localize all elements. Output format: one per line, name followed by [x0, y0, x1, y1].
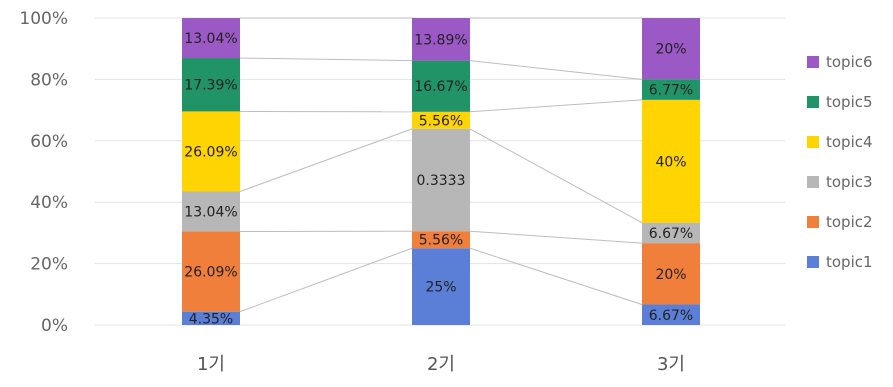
data-label-topic2: 5.56% — [419, 233, 463, 249]
y-tick-label: 100% — [19, 9, 68, 29]
bar-segment-topic5 — [412, 60, 470, 112]
bar-segment-topic2 — [412, 231, 470, 249]
legend-label-topic3: topic3 — [826, 173, 873, 191]
y-tick-label: 20% — [30, 255, 68, 275]
bar-segment-topic3 — [412, 128, 470, 232]
series-line-topic3 — [239, 128, 413, 192]
data-labels: 4.35% 26.09% 13.04% 26.09% 17.39% 13.04% 25% 5.… — [184, 31, 693, 327]
data-label-topic4: 26.09% — [184, 144, 237, 160]
data-label-topic5: 6.77% — [649, 83, 693, 99]
series-line-topic1 — [469, 247, 643, 306]
bar-segment-topic1 — [642, 304, 700, 325]
data-label-topic1: 6.67% — [649, 308, 693, 324]
bar-segment-topic4 — [182, 111, 240, 192]
legend-label-topic1: topic1 — [826, 253, 873, 271]
data-label-topic3: 0.3333 — [417, 173, 466, 189]
data-label-topic3: 6.67% — [649, 226, 693, 242]
bar-segment-topic3 — [642, 222, 700, 244]
series-line-topic2 — [469, 230, 643, 244]
series-line-topic5 — [469, 60, 643, 80]
legend-swatch-topic2 — [807, 216, 819, 228]
y-axis-ticks: 0% 20% 40% 60% 80% 100% — [19, 9, 68, 336]
bar-segment-topic4 — [412, 111, 470, 129]
y-tick-label: 40% — [30, 193, 68, 213]
data-label-topic5: 16.67% — [414, 79, 467, 95]
x-tick-label: 2기 — [427, 354, 455, 375]
bar-segment-topic2 — [642, 243, 700, 305]
series-line-topic3 — [469, 128, 643, 224]
bar-segment-topic1 — [182, 311, 240, 325]
x-tick-label: 1기 — [197, 354, 225, 375]
data-label-topic2: 20% — [655, 267, 686, 283]
bar-segment-topic6 — [642, 18, 700, 80]
legend-swatch-topic4 — [807, 136, 819, 148]
data-label-topic4: 5.56% — [419, 113, 463, 129]
y-tick-label: 60% — [30, 132, 68, 152]
bars — [182, 18, 700, 325]
series-line-topic5 — [239, 57, 413, 62]
bar-segment-topic3 — [182, 191, 240, 232]
data-label-topic6: 13.89% — [414, 32, 467, 48]
data-label-topic4: 40% — [655, 154, 686, 170]
bar-segment-topic5 — [642, 79, 700, 100]
series-line-topic1 — [239, 247, 413, 313]
bar-segment-topic2 — [182, 231, 240, 312]
legend-label-topic4: topic4 — [826, 133, 873, 151]
data-label-topic3: 13.04% — [184, 205, 237, 221]
legend-label-topic5: topic5 — [826, 93, 873, 111]
data-label-topic2: 26.09% — [184, 265, 237, 281]
legend-swatch-topic3 — [807, 176, 819, 188]
bar-segment-topic4 — [642, 99, 700, 223]
data-label-topic6: 13.04% — [184, 31, 237, 47]
legend-swatch-topic6 — [807, 56, 819, 68]
legend-swatch-topic1 — [807, 256, 819, 268]
x-axis-ticks: 1기 2기 3기 — [197, 354, 685, 375]
series-lines — [239, 17, 643, 313]
data-label-topic1: 25% — [425, 280, 456, 296]
legend-label-topic6: topic6 — [826, 53, 873, 71]
legend-label-topic2: topic2 — [826, 213, 873, 231]
bar-segment-topic6 — [412, 18, 470, 61]
y-tick-label: 0% — [41, 316, 68, 336]
legend: topic6 topic5 topic4 topic3 topic2 topic1 — [807, 53, 873, 271]
series-line-topic4 — [469, 99, 643, 113]
bar-segment-topic1 — [412, 248, 470, 325]
y-tick-label: 80% — [30, 70, 68, 90]
data-label-topic5: 17.39% — [184, 78, 237, 94]
x-tick-label: 3기 — [657, 354, 685, 375]
data-label-topic1: 4.35% — [189, 311, 233, 327]
bar-segment-topic6 — [182, 18, 240, 59]
data-label-topic6: 20% — [655, 42, 686, 58]
legend-swatch-topic5 — [807, 96, 819, 108]
bar-segment-topic5 — [182, 58, 240, 112]
